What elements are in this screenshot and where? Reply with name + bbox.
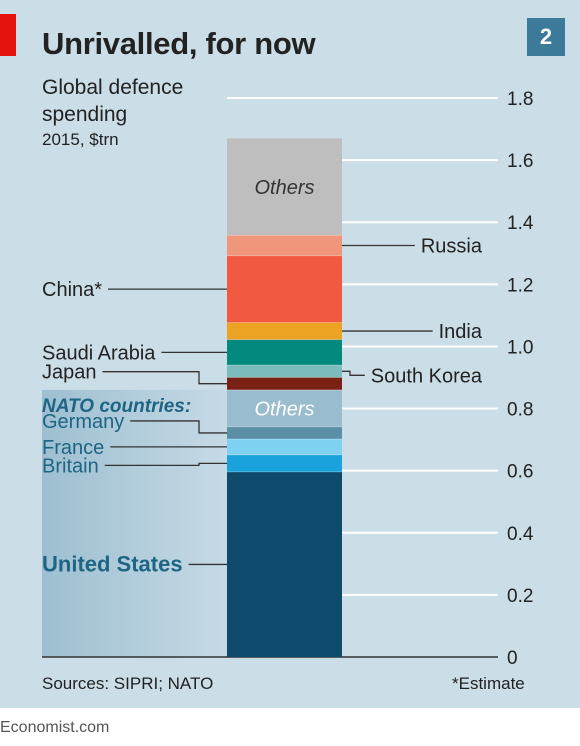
y-tick-labels: 0 0.2 0.4 0.6 0.8 1.0 1.2 1.4 1.6 1.8	[507, 89, 534, 669]
segment-label: Saudi Arabia	[42, 342, 156, 364]
bar-segment	[227, 138, 342, 236]
bar-segment	[227, 438, 342, 455]
segment-label: Others	[254, 398, 314, 420]
nato-group-label: NATO countries:	[42, 396, 191, 417]
bar-segment	[227, 426, 342, 439]
chart-subtitle: Global defence spending	[42, 76, 184, 126]
y-tick-label: 0.2	[507, 586, 533, 607]
estimate-note: *Estimate	[452, 674, 525, 693]
y-tick-label: 1.8	[507, 89, 533, 110]
brand-footer: Economist.com	[0, 719, 110, 736]
segment-label: Germany	[42, 411, 124, 433]
segment-label: France	[42, 437, 104, 459]
bar-segment	[227, 389, 342, 427]
chart-number-badge: 2	[527, 18, 565, 56]
leader-line	[102, 371, 227, 385]
segment-label: Russia	[421, 236, 483, 258]
leader-line	[104, 462, 227, 467]
source-note: Sources: SIPRI; NATO	[42, 674, 214, 693]
bar-segment	[227, 235, 342, 256]
chart-units: 2015, $trn	[42, 130, 119, 149]
leader-line	[130, 420, 227, 434]
label-leaders	[102, 244, 433, 566]
bar-segment	[227, 339, 342, 366]
nato-band	[42, 389, 227, 657]
y-tick-label: 1.6	[507, 151, 533, 172]
y-tick-label: 0	[507, 648, 518, 669]
y-tick-label: 1.0	[507, 337, 533, 358]
bar-segment	[227, 377, 342, 390]
y-tick-label: 1.2	[507, 275, 533, 296]
segment-label: India	[439, 321, 483, 343]
bar-segment	[227, 322, 342, 340]
chart-title: Unrivalled, for now	[42, 26, 316, 61]
bar-segment	[227, 471, 342, 657]
segment-label: South Korea	[371, 365, 483, 387]
segment-label: China*	[42, 279, 102, 301]
y-tick-label: 0.4	[507, 524, 534, 545]
bar-segment	[227, 454, 342, 472]
y-tick-label: 1.4	[507, 213, 534, 234]
bar-segment	[227, 365, 342, 378]
segment-label: United States	[42, 551, 183, 576]
segment-label: Britain	[42, 455, 99, 477]
y-tick-label: 0.6	[507, 462, 533, 483]
leader-line	[342, 370, 365, 376]
bar-segment	[227, 255, 342, 323]
red-tab	[0, 14, 16, 56]
segment-label: Japan	[42, 362, 97, 384]
segment-label: Others	[254, 177, 314, 199]
bar-segments	[227, 138, 342, 657]
y-tick-label: 0.8	[507, 400, 533, 421]
stacked-bar-chart: 0 0.2 0.4 0.6 0.8 1.0 1.2 1.4 1.6 1.8 United Stat…	[42, 89, 534, 669]
